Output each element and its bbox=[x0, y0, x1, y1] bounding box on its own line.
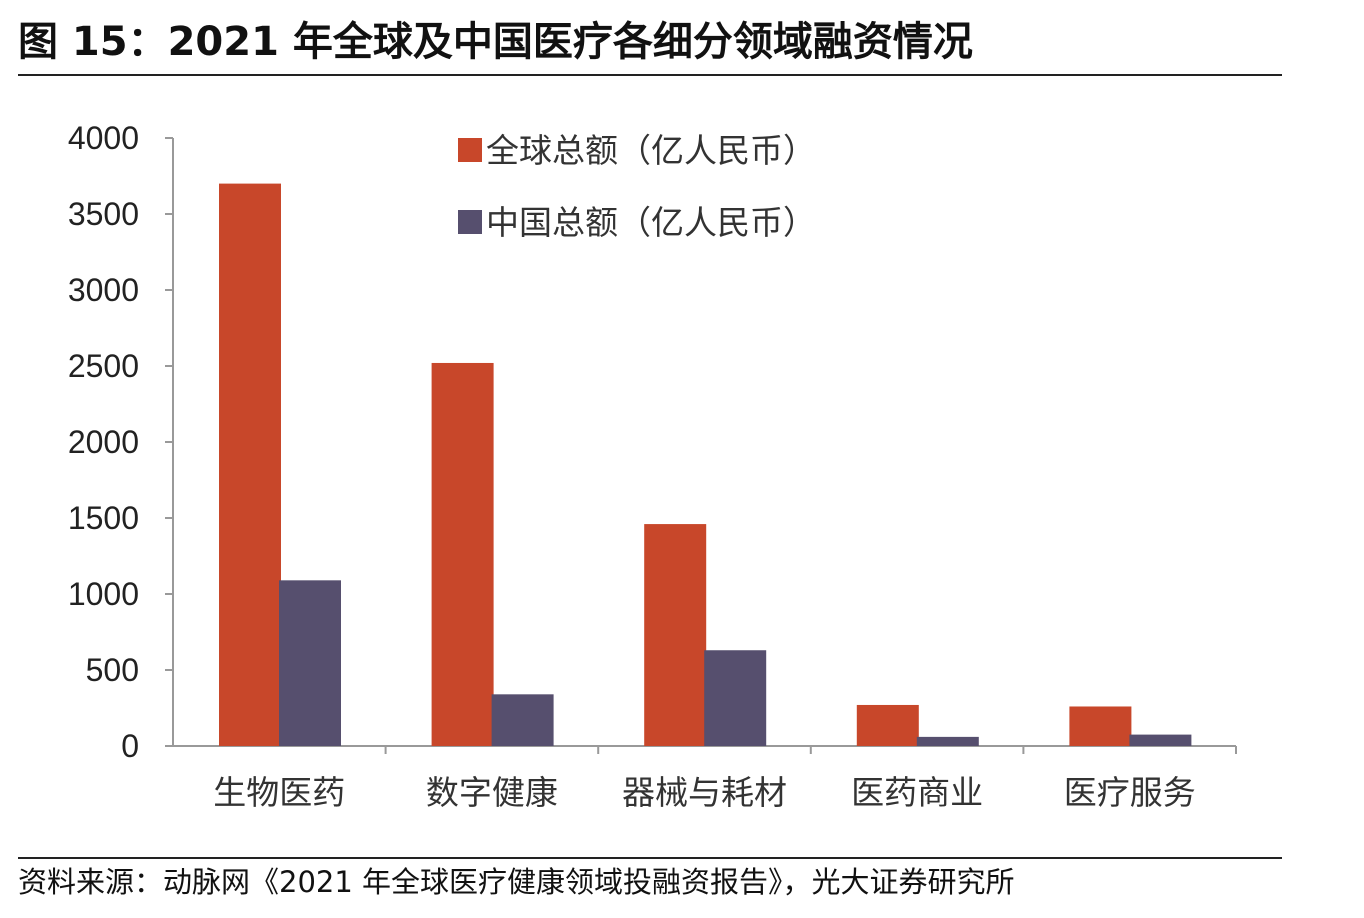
bar-global bbox=[431, 362, 494, 746]
y-tick-label: 1500 bbox=[68, 500, 139, 536]
y-tick-label: 1000 bbox=[68, 576, 139, 612]
x-category-label: 医疗服务 bbox=[1064, 773, 1196, 812]
x-category-label: 数字健康 bbox=[426, 773, 558, 812]
chart-legend: 全球总额（亿人民币） 中国总额（亿人民币） bbox=[458, 131, 816, 242]
source-divider bbox=[18, 857, 1282, 859]
y-tick-label: 3000 bbox=[68, 272, 139, 308]
legend-swatch bbox=[458, 210, 482, 234]
x-category-label: 生物医药 bbox=[213, 773, 345, 812]
bar-global bbox=[856, 704, 919, 746]
y-axis-ticks: 0 500 1000 1500 2000 2500 3000 3500 4000 bbox=[68, 120, 173, 764]
legend-label: 中国总额（亿人民币） bbox=[486, 203, 816, 242]
legend-label: 全球总额（亿人民币） bbox=[486, 131, 816, 170]
bar-china bbox=[916, 736, 979, 746]
bar-global bbox=[219, 183, 281, 747]
title-divider bbox=[18, 74, 1282, 76]
legend-swatch bbox=[458, 138, 482, 162]
bar-global bbox=[644, 524, 707, 746]
bar-china bbox=[491, 694, 554, 746]
bar-global bbox=[1069, 706, 1132, 746]
figure-title: 图 15：2021 年全球及中国医疗各细分领域融资情况 bbox=[18, 19, 973, 65]
y-tick-label: 0 bbox=[121, 728, 139, 764]
y-tick-label: 4000 bbox=[68, 120, 139, 156]
y-tick-label: 2000 bbox=[68, 424, 139, 460]
bar-china bbox=[279, 580, 341, 746]
bar-china bbox=[1129, 734, 1192, 746]
y-tick-label: 500 bbox=[86, 652, 139, 688]
x-category-label: 医药商业 bbox=[851, 773, 983, 812]
y-tick-label: 2500 bbox=[68, 348, 139, 384]
source-note: 资料来源：动脉网《2021 年全球医疗健康领域投融资报告》，光大证券研究所 bbox=[18, 865, 1015, 899]
x-category-label: 器械与耗材 bbox=[622, 773, 787, 812]
bar-china bbox=[704, 650, 767, 746]
chart-bars bbox=[219, 183, 1192, 747]
x-axis-labels: 生物医药 数字健康 器械与耗材 医药商业 医疗服务 bbox=[213, 773, 1195, 812]
y-tick-label: 3500 bbox=[68, 196, 139, 232]
